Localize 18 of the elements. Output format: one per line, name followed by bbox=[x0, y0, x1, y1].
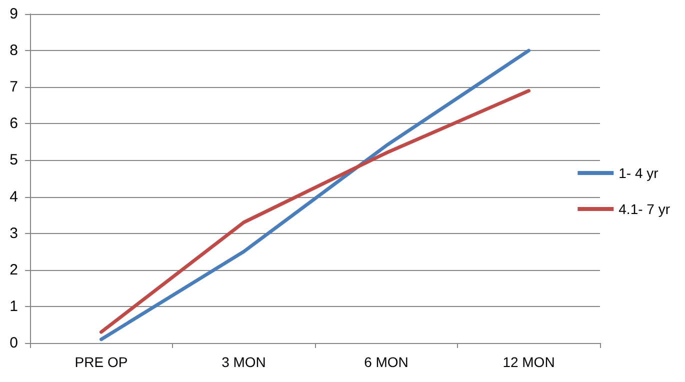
legend-label: 1- 4 yr bbox=[618, 165, 659, 181]
y-tick-label: 2 bbox=[10, 261, 18, 278]
y-tick-label: 1 bbox=[10, 298, 18, 315]
y-tick-label: 0 bbox=[10, 334, 18, 352]
line-series bbox=[100, 48, 530, 342]
y-tick-label: 4 bbox=[10, 188, 18, 206]
y-tick-label: 5 bbox=[10, 152, 18, 169]
y-tick-label: 7 bbox=[10, 78, 18, 96]
y-tick-label: 3 bbox=[10, 224, 18, 242]
x-tick-label: 3 MON bbox=[222, 354, 266, 370]
legend-label: 4.1- 7 yr bbox=[618, 201, 670, 217]
x-tick-label: PRE OP bbox=[74, 354, 128, 370]
x-tick-label: 6 MON bbox=[364, 354, 408, 370]
y-tick-label: 6 bbox=[10, 115, 18, 132]
line-series bbox=[100, 89, 530, 334]
y-tick-label: 8 bbox=[10, 42, 18, 60]
x-tick-label: 12 MON bbox=[502, 354, 555, 370]
y-tick-label: 9 bbox=[10, 6, 18, 22]
